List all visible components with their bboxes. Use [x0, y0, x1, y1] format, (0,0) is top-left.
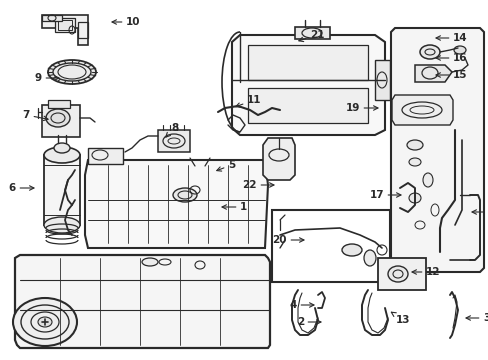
Ellipse shape	[422, 173, 432, 187]
Polygon shape	[15, 255, 269, 348]
Bar	[247, 88, 367, 123]
Text: 15: 15	[435, 70, 467, 80]
Text: 4: 4	[289, 300, 313, 310]
Text: 14: 14	[435, 33, 467, 43]
Ellipse shape	[46, 109, 70, 127]
Ellipse shape	[13, 298, 77, 346]
Ellipse shape	[341, 244, 361, 256]
Text: 2: 2	[296, 317, 320, 327]
Bar	[88, 148, 123, 164]
Ellipse shape	[408, 158, 420, 166]
Bar	[294, 27, 329, 39]
Text: 21: 21	[298, 30, 324, 41]
Text: 16: 16	[435, 53, 467, 63]
Ellipse shape	[44, 147, 80, 163]
Ellipse shape	[453, 46, 465, 54]
Text: 8: 8	[165, 123, 178, 137]
Ellipse shape	[406, 140, 422, 150]
Ellipse shape	[408, 193, 420, 203]
Bar	[55, 18, 75, 32]
Ellipse shape	[142, 258, 158, 266]
Bar	[377, 258, 425, 290]
Text: 17: 17	[368, 190, 400, 200]
Bar	[42, 15, 62, 21]
Ellipse shape	[38, 317, 52, 327]
Text: 19: 19	[345, 103, 377, 113]
Ellipse shape	[363, 250, 375, 266]
Polygon shape	[263, 138, 294, 180]
Bar	[42, 105, 80, 137]
Polygon shape	[231, 35, 384, 135]
Text: 10: 10	[112, 17, 140, 27]
Text: 5: 5	[216, 160, 235, 171]
Ellipse shape	[54, 143, 70, 153]
Polygon shape	[414, 65, 451, 82]
Ellipse shape	[190, 166, 209, 178]
Text: 9: 9	[35, 73, 59, 83]
Text: 6: 6	[9, 183, 34, 193]
Ellipse shape	[44, 217, 80, 233]
Polygon shape	[42, 15, 88, 45]
Bar	[247, 45, 367, 80]
Text: 22: 22	[242, 180, 273, 190]
Ellipse shape	[419, 45, 439, 59]
Text: 1: 1	[222, 202, 247, 212]
Bar	[58, 20, 72, 30]
Text: 7: 7	[22, 110, 48, 121]
Polygon shape	[390, 28, 483, 272]
Text: 13: 13	[390, 312, 409, 325]
Bar	[158, 130, 190, 152]
Polygon shape	[391, 95, 452, 125]
Ellipse shape	[387, 266, 407, 282]
Bar	[44, 155, 80, 225]
Polygon shape	[85, 160, 267, 248]
Bar	[374, 60, 389, 100]
Text: 18: 18	[471, 207, 488, 217]
Text: 11: 11	[235, 95, 261, 107]
Text: 3: 3	[465, 313, 488, 323]
Bar	[48, 100, 70, 108]
Text: 12: 12	[411, 267, 440, 277]
Text: 20: 20	[272, 235, 304, 245]
Bar	[271, 210, 389, 282]
Ellipse shape	[173, 188, 197, 202]
Bar	[278, 105, 295, 117]
Ellipse shape	[48, 60, 96, 84]
